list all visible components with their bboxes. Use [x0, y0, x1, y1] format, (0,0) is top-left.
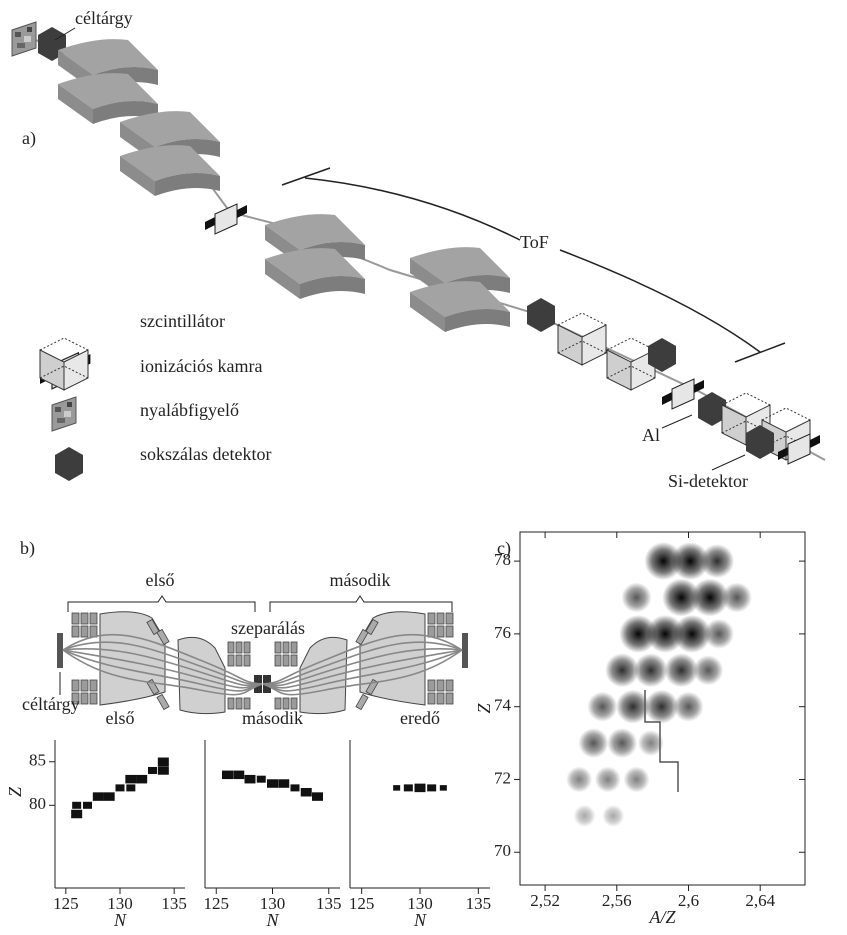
data-point: [125, 775, 136, 784]
data-point: [104, 792, 115, 801]
figure: céltárgy a) ToF Al Si-detektor szcintill…: [0, 0, 847, 935]
data-point: [578, 728, 608, 758]
chart-title: második: [242, 708, 303, 728]
data-point: [427, 784, 436, 791]
data-point: [116, 784, 125, 791]
data-point: [704, 619, 734, 649]
data-point: [278, 779, 289, 788]
tof-label: ToF: [520, 232, 549, 252]
target-label: céltárgy: [22, 694, 80, 714]
x-tick-label: 2,6: [678, 891, 699, 910]
x-tick-label: 2,56: [602, 891, 632, 910]
data-point: [245, 775, 256, 784]
panel-label: a): [22, 128, 36, 149]
y-tick-label: 80: [29, 794, 46, 813]
bracket-label: első: [146, 570, 175, 590]
data-point: [587, 692, 617, 722]
si-label: Si-detektor: [668, 471, 748, 491]
data-point: [233, 771, 244, 780]
y-tick-label: 76: [494, 623, 511, 642]
data-point: [607, 728, 637, 758]
x-axis-label: N: [265, 910, 279, 930]
data-point: [622, 583, 652, 613]
data-point: [595, 766, 621, 792]
data-point: [158, 766, 169, 775]
data-point: [71, 810, 82, 819]
data-point: [693, 655, 723, 685]
y-tick-label: 74: [494, 696, 512, 715]
separator-diagram: [57, 596, 468, 714]
y-tick-label: 85: [29, 751, 46, 770]
data-point: [566, 766, 592, 792]
data-point: [574, 805, 596, 827]
data-point: [312, 792, 323, 801]
x-tick-label: 135: [161, 894, 187, 913]
x-tick-label: 125: [53, 894, 79, 913]
y-tick-label: 78: [494, 550, 511, 569]
data-point: [93, 792, 104, 801]
data-point: [222, 771, 233, 780]
legend-label: sokszálas detektor: [140, 444, 271, 464]
data-point: [634, 653, 668, 687]
data-point: [257, 776, 266, 783]
chart-title: eredő: [400, 708, 440, 728]
page: { "panel_a": { "label": "a)", "target": …: [0, 0, 847, 935]
x-tick-label: 135: [466, 894, 492, 913]
legend-label: nyalábfigyelő: [140, 400, 239, 420]
chart: 2,52 2,56 2,6 2,64 70 72 74 76 78 A/Z Z: [474, 532, 805, 927]
beamline-diagram: [12, 22, 825, 481]
x-tick-label: 125: [204, 894, 230, 913]
data-point: [83, 802, 92, 809]
y-tick-label: 70: [494, 841, 511, 860]
x-axis-label: A/Z: [648, 907, 676, 927]
data-point: [136, 775, 147, 784]
data-point: [72, 802, 81, 809]
x-tick-label: 135: [316, 894, 342, 913]
legend-label: ionizációs kamra: [140, 356, 262, 376]
x-tick-label: 2,52: [530, 891, 560, 910]
y-tick-label: 72: [494, 768, 511, 787]
x-axis-label: N: [413, 910, 427, 930]
data-point: [267, 779, 278, 788]
data-point: [404, 784, 413, 791]
data-point: [700, 544, 734, 578]
data-point: [415, 784, 426, 793]
x-tick-label: 2,64: [745, 891, 775, 910]
bracket-label: második: [330, 570, 391, 590]
data-point: [393, 785, 400, 791]
data-point: [602, 805, 624, 827]
y-axis-label: Z: [474, 703, 494, 714]
data-point: [148, 767, 157, 774]
al-label: Al: [642, 425, 660, 445]
data-point: [158, 758, 169, 767]
target-label: céltárgy: [75, 8, 133, 28]
data-point: [624, 766, 650, 792]
data-point: [301, 788, 312, 797]
y-axis-label: Z: [5, 786, 25, 797]
data-point: [722, 583, 752, 613]
legend-label: szcintillátor: [140, 311, 225, 331]
panel-label: b): [20, 538, 35, 559]
separation-label: szeparálás: [231, 618, 305, 638]
chart-title: első: [106, 708, 135, 728]
x-tick-label: 125: [349, 894, 375, 913]
data-point: [291, 784, 300, 791]
data-point: [440, 785, 447, 791]
x-axis-label: N: [113, 910, 127, 930]
data-point: [126, 784, 135, 791]
data-point: [673, 692, 703, 722]
